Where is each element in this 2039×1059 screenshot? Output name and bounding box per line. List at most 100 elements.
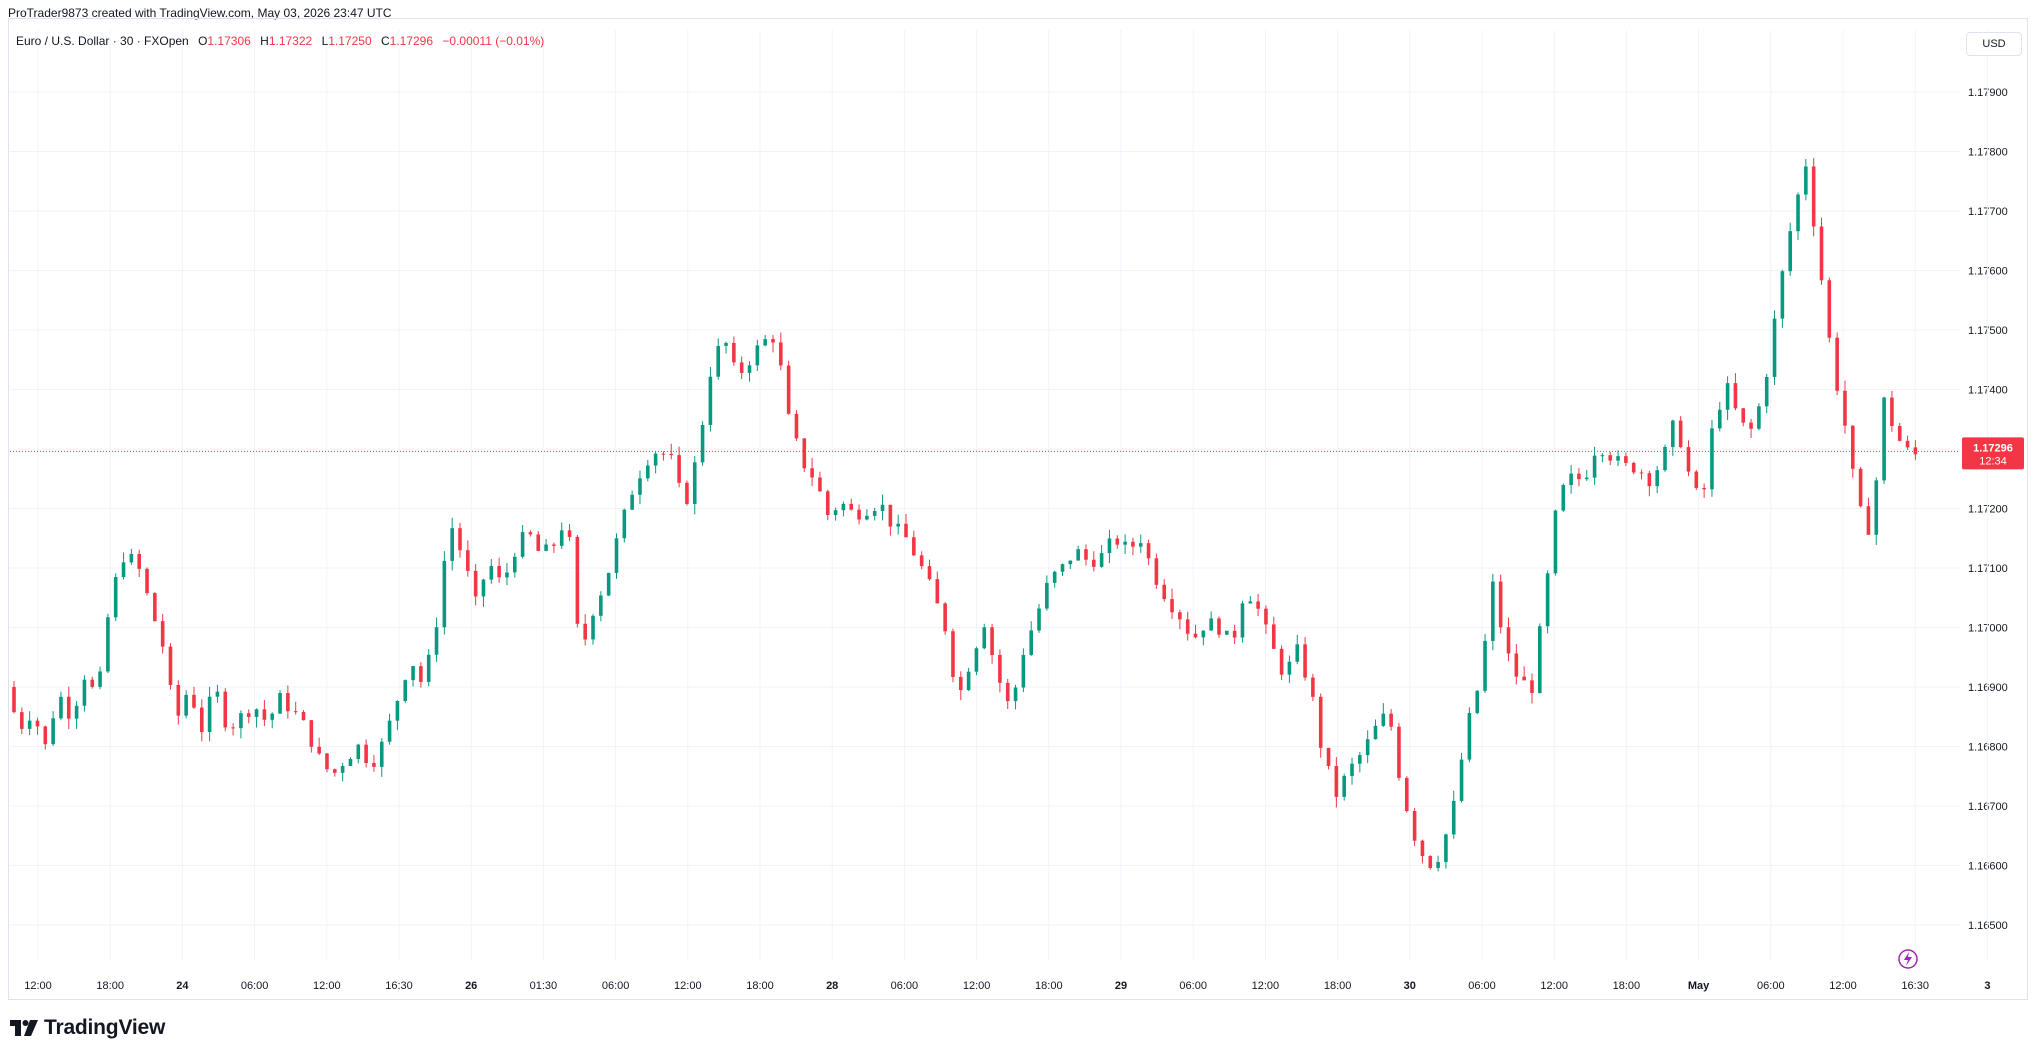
- candle-body[interactable]: [1045, 582, 1049, 609]
- candle-body[interactable]: [372, 763, 376, 767]
- candle-body[interactable]: [98, 671, 102, 687]
- candle-body[interactable]: [1538, 626, 1542, 694]
- candle-body[interactable]: [1757, 406, 1761, 429]
- candle-body[interactable]: [1483, 640, 1487, 691]
- candle-body[interactable]: [645, 465, 650, 479]
- candle-body[interactable]: [1107, 538, 1112, 554]
- candle-body[interactable]: [1717, 409, 1722, 429]
- candle-body[interactable]: [982, 627, 987, 649]
- candle-body[interactable]: [278, 693, 282, 714]
- candle-body[interactable]: [630, 494, 634, 510]
- candle-body[interactable]: [865, 515, 869, 520]
- candle-body[interactable]: [943, 603, 947, 632]
- candle-body[interactable]: [1522, 676, 1526, 681]
- candle-body[interactable]: [1592, 455, 1597, 478]
- currency-button[interactable]: USD: [1966, 32, 2022, 56]
- candle-body[interactable]: [106, 617, 110, 672]
- candle-body[interactable]: [340, 765, 345, 773]
- candle-body[interactable]: [1397, 726, 1401, 778]
- candle-body[interactable]: [1264, 608, 1268, 625]
- candle-body[interactable]: [974, 648, 979, 672]
- candle-body[interactable]: [1303, 644, 1307, 678]
- symbol-title[interactable]: Euro / U.S. Dollar · 30 · FXOpen: [16, 34, 189, 48]
- candle-body[interactable]: [818, 477, 822, 492]
- candle-body[interactable]: [700, 424, 705, 463]
- candle-body[interactable]: [1897, 425, 1902, 441]
- candle-body[interactable]: [74, 705, 79, 719]
- candle-body[interactable]: [1021, 654, 1026, 688]
- candle-body[interactable]: [317, 746, 321, 754]
- candle-body[interactable]: [841, 503, 846, 511]
- candle-body[interactable]: [1248, 601, 1253, 604]
- candle-body[interactable]: [333, 769, 337, 773]
- candle-body[interactable]: [168, 646, 173, 685]
- candle-body[interactable]: [591, 615, 595, 640]
- candle-body[interactable]: [951, 631, 955, 677]
- candle-body[interactable]: [520, 532, 525, 557]
- candle-body[interactable]: [692, 462, 697, 504]
- candle-body[interactable]: [1115, 538, 1120, 545]
- candle-body[interactable]: [763, 339, 767, 346]
- candle-body[interactable]: [12, 687, 16, 713]
- candle-body[interactable]: [638, 478, 642, 495]
- candle-body[interactable]: [512, 556, 517, 573]
- candle-body[interactable]: [1146, 543, 1151, 559]
- candle-body[interactable]: [575, 536, 580, 624]
- candle-body[interactable]: [1013, 687, 1018, 702]
- candle-body[interactable]: [1882, 397, 1886, 481]
- candle-body[interactable]: [1256, 601, 1260, 609]
- candle-body[interactable]: [254, 709, 259, 717]
- candle-body[interactable]: [1459, 759, 1464, 801]
- candle-body[interactable]: [1780, 271, 1785, 319]
- candle-body[interactable]: [1561, 484, 1566, 511]
- candle-body[interactable]: [990, 627, 994, 655]
- candle-body[interactable]: [1099, 553, 1104, 567]
- candle-body[interactable]: [739, 362, 744, 373]
- candle-body[interactable]: [1201, 630, 1206, 638]
- candle-body[interactable]: [1185, 619, 1190, 634]
- candle-body[interactable]: [1178, 612, 1182, 620]
- candle-body[interactable]: [536, 534, 541, 551]
- candle-body[interactable]: [1608, 455, 1613, 461]
- candle-body[interactable]: [1678, 420, 1683, 448]
- candle-body[interactable]: [223, 691, 228, 728]
- candle-body[interactable]: [270, 713, 275, 720]
- candle-body[interactable]: [1584, 477, 1589, 480]
- candle-body[interactable]: [1475, 690, 1480, 714]
- candle-body[interactable]: [685, 482, 689, 504]
- candle-body[interactable]: [802, 438, 807, 469]
- candle-body[interactable]: [1467, 713, 1472, 760]
- candle-body[interactable]: [1702, 487, 1706, 490]
- candle-body[interactable]: [1209, 618, 1213, 631]
- candle-body[interactable]: [1193, 633, 1198, 638]
- candle-body[interactable]: [528, 532, 533, 535]
- candle-body[interactable]: [779, 342, 783, 366]
- candle-body[interactable]: [1733, 383, 1738, 409]
- candle-body[interactable]: [583, 623, 587, 640]
- candle-body[interactable]: [1843, 390, 1847, 426]
- candle-body[interactable]: [825, 491, 830, 516]
- candle-body[interactable]: [1295, 644, 1300, 662]
- candle-body[interactable]: [755, 345, 760, 366]
- candle-body[interactable]: [301, 711, 306, 721]
- candle-body[interactable]: [708, 376, 713, 425]
- candle-body[interactable]: [426, 654, 431, 682]
- candle-body[interactable]: [207, 696, 212, 733]
- candle-body[interactable]: [810, 468, 814, 478]
- candle-body[interactable]: [497, 565, 501, 578]
- candle-body[interactable]: [606, 572, 611, 596]
- candle-body[interactable]: [1162, 584, 1167, 600]
- candle-body[interactable]: [1068, 560, 1073, 565]
- candle-body[interactable]: [622, 509, 627, 539]
- candle-body[interactable]: [677, 455, 681, 483]
- candle-body[interactable]: [66, 696, 71, 719]
- candle-body[interactable]: [20, 712, 24, 729]
- candle-body[interactable]: [1217, 618, 1221, 635]
- candle-body[interactable]: [1631, 462, 1636, 473]
- candle-body[interactable]: [919, 555, 924, 567]
- candle-body[interactable]: [747, 365, 752, 373]
- candle-body[interactable]: [1436, 862, 1440, 868]
- candle-body[interactable]: [1240, 603, 1245, 638]
- candle-body[interactable]: [1365, 739, 1370, 756]
- candle-body[interactable]: [481, 579, 486, 597]
